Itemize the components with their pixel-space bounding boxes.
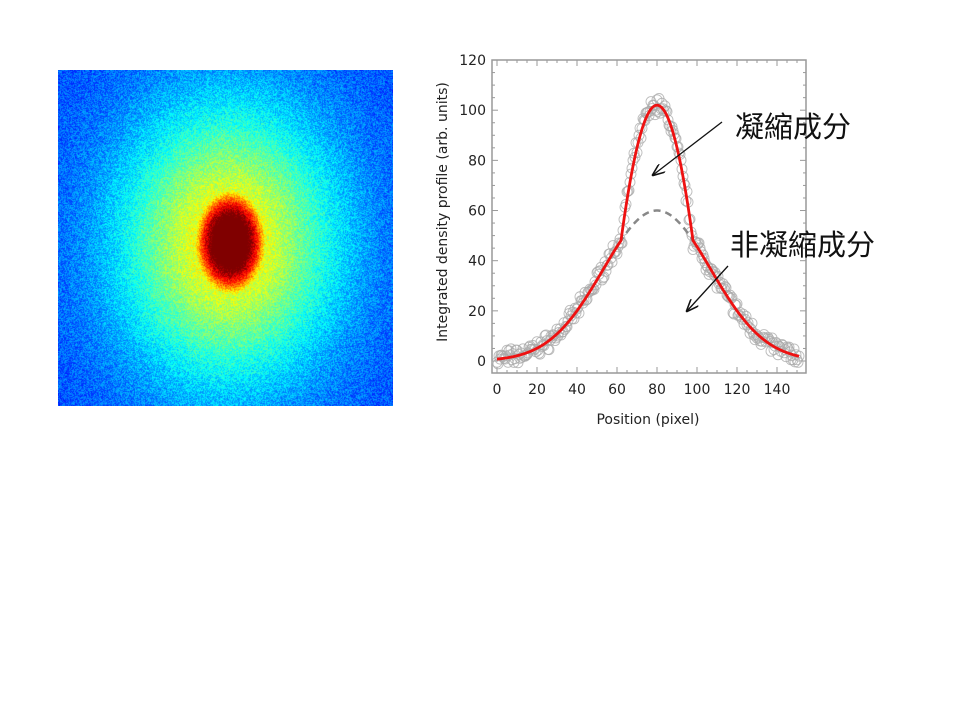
y-tick-label: 40 xyxy=(468,254,486,270)
x-tick-label: 80 xyxy=(648,382,666,398)
data-point xyxy=(505,343,517,355)
data-point xyxy=(789,356,801,368)
x-tick-label: 60 xyxy=(608,382,626,398)
y-tick-label: 120 xyxy=(459,53,486,69)
axis-ticks xyxy=(492,59,806,373)
data-point xyxy=(554,323,566,335)
x-tick-label: 100 xyxy=(684,382,711,398)
data-point xyxy=(540,329,552,341)
data-point xyxy=(587,283,599,294)
thermal-fit-line xyxy=(611,209,703,254)
condensate-arrow xyxy=(653,121,723,175)
data-point xyxy=(722,290,734,302)
y-tick-label: 80 xyxy=(468,153,486,169)
x-tick-label: 0 xyxy=(493,382,502,398)
data-point xyxy=(612,241,624,253)
bimodal-fit-line xyxy=(496,103,800,361)
data-points xyxy=(491,93,805,370)
data-point xyxy=(691,239,703,251)
data-point xyxy=(721,289,733,301)
y-axis-label: Integrated density profile (arb. units) xyxy=(435,82,451,342)
x-tick-label: 120 xyxy=(724,382,751,398)
plot-border xyxy=(491,59,807,374)
y-tick-label: 20 xyxy=(468,304,486,320)
plot-frame xyxy=(491,59,807,374)
y-tick-labels: 0 20 40 60 80 100 120 xyxy=(459,53,486,370)
data-point xyxy=(705,263,717,274)
x-tick-label: 20 xyxy=(528,382,546,398)
condensate-label: 凝縮成分 xyxy=(735,110,852,144)
x-tick-label: 40 xyxy=(568,382,586,398)
y-tick-label: 100 xyxy=(459,103,486,119)
data-point xyxy=(742,317,754,329)
data-point xyxy=(570,307,582,319)
y-tick-label: 0 xyxy=(477,354,486,370)
data-point xyxy=(698,252,710,264)
x-tick-labels: 0 20 40 60 80 100 120 140 xyxy=(493,382,791,398)
thermal-label: 非凝縮成分 xyxy=(730,228,876,262)
data-point xyxy=(750,328,762,340)
x-axis-label: Position (pixel) xyxy=(596,412,699,428)
data-point xyxy=(695,246,707,258)
thermal-arrow xyxy=(687,265,729,311)
data-point xyxy=(649,109,661,121)
data-point xyxy=(543,344,555,356)
x-tick-label: 140 xyxy=(764,382,791,398)
atom-cloud-image xyxy=(58,70,393,406)
data-point xyxy=(723,291,735,303)
y-tick-label: 60 xyxy=(468,204,486,220)
